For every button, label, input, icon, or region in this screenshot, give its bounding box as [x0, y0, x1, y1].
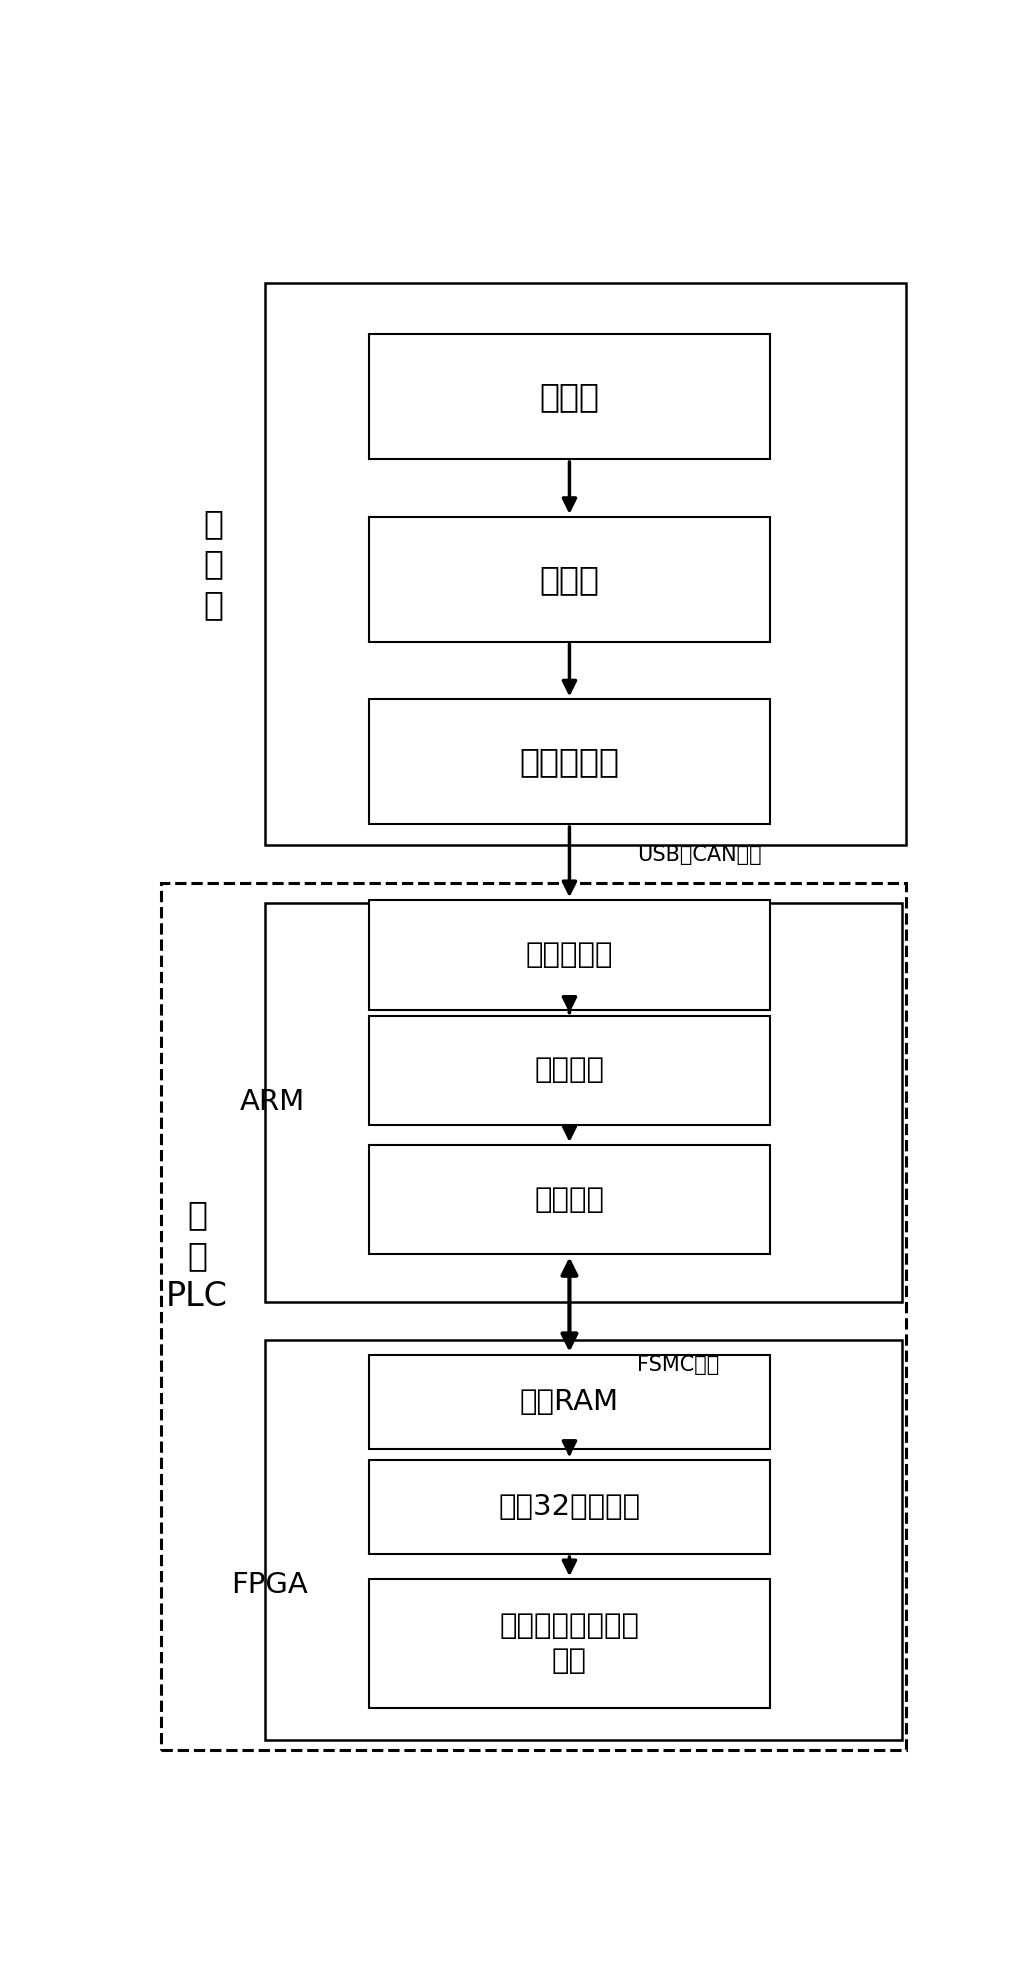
Text: 静态编译: 静态编译	[534, 1057, 604, 1084]
Text: 双口RAM: 双口RAM	[520, 1388, 619, 1416]
Text: 控制寻址、运算、
转换: 控制寻址、运算、 转换	[499, 1612, 639, 1675]
Text: FSMC总线: FSMC总线	[637, 1355, 720, 1375]
Text: 指令表: 指令表	[539, 563, 599, 596]
Bar	[370, 1460, 770, 1554]
Bar	[370, 901, 770, 1009]
Bar	[370, 1580, 770, 1708]
Text: 小
型
PLC: 小 型 PLC	[166, 1199, 228, 1313]
Bar	[370, 1355, 770, 1450]
Text: 动态编译: 动态编译	[534, 1185, 604, 1213]
Bar	[370, 1015, 770, 1126]
Bar	[265, 282, 906, 845]
Text: 计
算
机: 计 算 机	[204, 508, 223, 622]
Bar	[370, 1146, 770, 1254]
Text: 梯形图: 梯形图	[539, 379, 599, 413]
Text: ARM: ARM	[240, 1088, 305, 1116]
Text: 指令字编码: 指令字编码	[526, 940, 614, 970]
Text: 指令字编码: 指令字编码	[520, 745, 620, 778]
Text: 发送32位指令字: 发送32位指令字	[498, 1493, 640, 1521]
Bar	[161, 883, 906, 1750]
Bar	[370, 517, 770, 642]
Bar	[265, 1339, 902, 1740]
Bar	[370, 334, 770, 458]
Text: USB转CAN装置: USB转CAN装置	[637, 845, 762, 865]
Text: FPGA: FPGA	[231, 1572, 308, 1600]
Bar	[265, 903, 902, 1302]
Bar	[370, 699, 770, 824]
